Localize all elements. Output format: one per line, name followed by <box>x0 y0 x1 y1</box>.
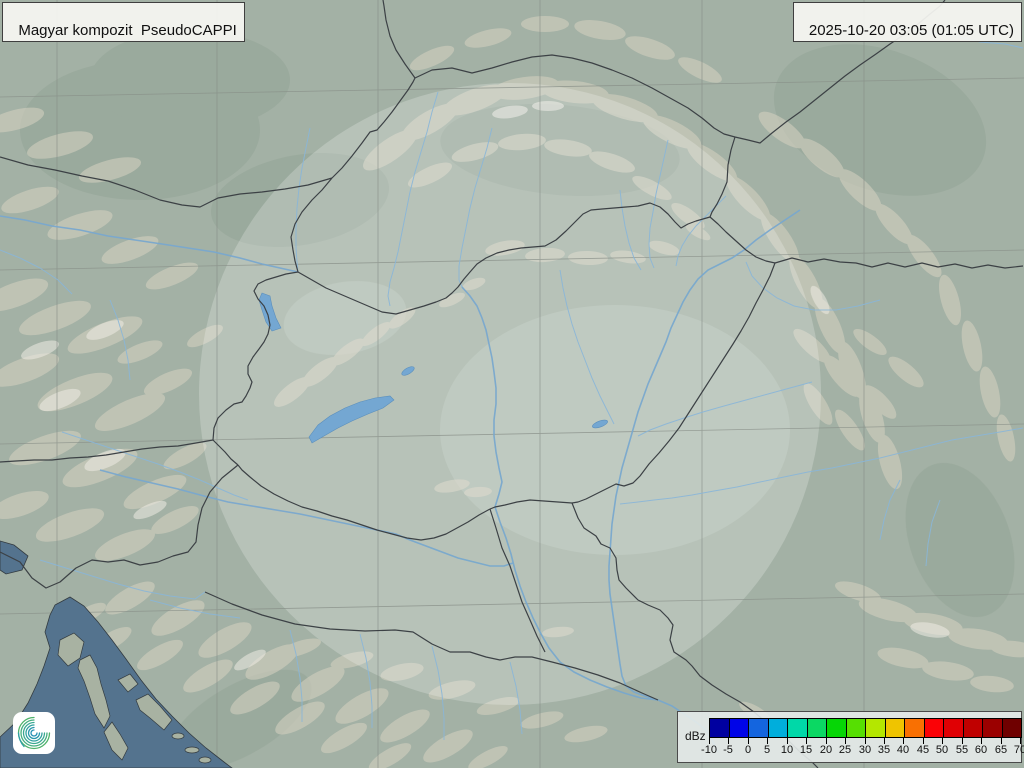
lake-tisza <box>592 419 608 429</box>
legend-color-bar <box>709 718 1022 738</box>
legend-tick-labels: -10 -5 0 5 10 15 20 25 30 35 40 45 50 55 60 65 70 <box>701 743 1024 757</box>
legend-color-cell <box>983 719 1003 737</box>
legend-tick-label: 5 <box>763 744 771 756</box>
border-hungary-slovakia <box>297 202 711 315</box>
legend-tick-label: -10 <box>701 744 717 756</box>
legend-tick-label: 0 <box>744 744 752 756</box>
legend-color-cell <box>944 719 964 737</box>
legend-color-cell <box>846 719 866 737</box>
river-danube <box>461 286 719 753</box>
hungaromet-logo <box>13 712 55 754</box>
legend-tick <box>1001 737 1002 744</box>
legend-tick <box>942 737 943 744</box>
border-hungary-croatia <box>237 464 491 541</box>
legend-tick <box>787 737 788 744</box>
legend-tick <box>884 737 885 744</box>
river-danube-upper <box>0 215 299 273</box>
hungaromet-spiral-icon <box>17 716 51 750</box>
legend-color-cell <box>924 719 944 737</box>
border-hungary-romania <box>571 262 776 504</box>
border-croatia-bosnia <box>204 591 659 701</box>
legend-tick-label: 30 <box>858 744 872 756</box>
legend-tick-label: -5 <box>723 744 733 756</box>
legend-tick-label: 10 <box>780 744 794 756</box>
legend-color-cell <box>1002 719 1021 737</box>
border-czech-poland <box>382 0 416 79</box>
legend-tick <box>923 737 924 744</box>
major-rivers <box>0 209 801 753</box>
legend-tick-label: 50 <box>935 744 949 756</box>
border-hungary-serbia <box>489 499 573 510</box>
river-drava <box>99 469 514 567</box>
lakes <box>258 292 608 444</box>
legend-tick <box>981 737 982 744</box>
legend-tick-label: 70 <box>1013 744 1024 756</box>
river-tisza <box>608 209 801 701</box>
legend-color-cell <box>749 719 769 737</box>
lake-neusiedl <box>258 292 282 332</box>
legend-tick <box>767 737 768 744</box>
legend-tick <box>845 737 846 744</box>
legend-tick <box>962 737 963 744</box>
product-label: Magyar kompozit PseudoCAPPI <box>18 22 237 39</box>
legend-color-cell <box>866 719 886 737</box>
legend-tick <box>728 737 729 744</box>
legend-tick-label: 45 <box>916 744 930 756</box>
border-slovakia-poland <box>414 54 736 138</box>
legend-color-cell <box>807 719 827 737</box>
border-croatia-serbia <box>489 508 546 653</box>
legend-tick <box>709 737 710 744</box>
border-slovakia-ukraine <box>709 136 736 218</box>
legend-tick <box>865 737 866 744</box>
legend-tick <box>903 737 904 744</box>
legend-tick <box>1020 737 1021 744</box>
border-czech-slovakia <box>331 77 416 179</box>
radar-coverage-circle <box>199 83 821 705</box>
legend-color-cell <box>710 719 730 737</box>
border-austria-slovenia <box>0 439 214 463</box>
border-hungary-ukraine <box>709 216 776 264</box>
timestamp: 2025-10-20 03:05 (01:05 UTC) <box>808 22 1014 39</box>
legend-tick-label: 35 <box>877 744 891 756</box>
legend-tick-label: 40 <box>896 744 910 756</box>
lake-balaton <box>308 395 395 444</box>
legend-tick-label: 65 <box>994 744 1008 756</box>
legend-color-cell <box>827 719 847 737</box>
adriatic-islands <box>57 632 212 764</box>
legend-color-cell <box>963 719 983 737</box>
legend-color-cell <box>768 719 788 737</box>
legend-tick <box>806 737 807 744</box>
border-czech-austria <box>0 156 333 208</box>
lake-velence <box>401 366 415 376</box>
border-hungary-slovenia <box>212 439 239 466</box>
legend-ticks <box>709 737 1021 744</box>
legend-unit-label: dBz <box>685 729 706 743</box>
adriatic-sea <box>0 540 233 768</box>
legend-tick <box>826 737 827 744</box>
product-label-box: Magyar kompozit PseudoCAPPI <box>2 2 245 42</box>
legend-tick-label: 55 <box>955 744 969 756</box>
legend-color-cell <box>788 719 808 737</box>
border-ukraine-romania <box>774 257 1024 269</box>
border-austria-slovakia <box>290 177 333 273</box>
border-slovenia-croatia <box>0 464 239 589</box>
lowland-plains <box>283 280 790 555</box>
rivers <box>0 19 1024 740</box>
legend-tick <box>748 737 749 744</box>
legend-tick-label: 20 <box>819 744 833 756</box>
legend-color-cell <box>905 719 925 737</box>
timestamp-box: 2025-10-20 03:05 (01:05 UTC) <box>792 2 1022 42</box>
legend-tick-label: 15 <box>799 744 813 756</box>
dbz-legend: dBz -10 -5 0 5 10 15 20 25 30 35 40 45 50 55 60 65 70 <box>677 711 1024 763</box>
legend-tick-label: 60 <box>974 744 988 756</box>
legend-color-cell <box>885 719 905 737</box>
border-hungary-austria <box>212 271 299 441</box>
legend-color-cell <box>729 719 749 737</box>
legend-tick-label: 25 <box>838 744 852 756</box>
terrain-relief <box>0 16 1024 768</box>
